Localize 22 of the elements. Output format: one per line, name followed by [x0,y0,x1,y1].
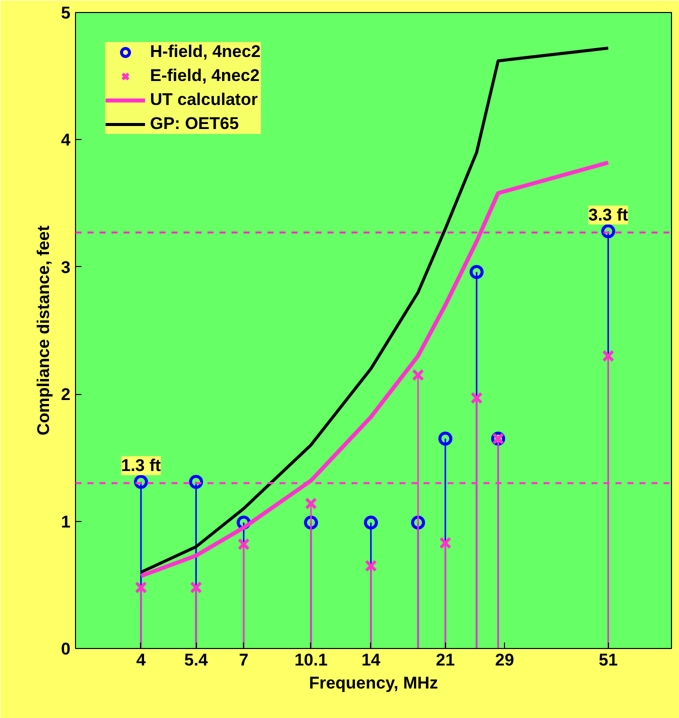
x-tick-label: 14 [361,650,381,670]
x-tick-label: 21 [436,650,455,670]
ref-line-label: 1.3 ft [121,456,162,476]
y-tick-label: 3 [61,258,71,277]
y-tick-label: 4 [61,130,72,150]
y-tick-label: 2 [61,385,71,404]
legend-label: UT calculator [150,90,258,110]
x-tick-label: 7 [238,650,248,670]
ref-line-label: 3.3 ft [588,206,628,225]
y-axis-title: Compliance distance, feet [34,225,54,436]
y-tick-label: 0 [61,640,71,658]
legend-label: GP: OET65 [150,114,239,134]
legend-label: E-field, 4nec2 [150,66,260,86]
legend-label: H-field, 4nec2 [150,42,261,62]
x-tick-label: 29 [495,650,514,670]
x-tick-label: 10.1 [294,650,328,670]
x-axis-title: Frequency, MHz [308,674,438,692]
y-tick-label: 1 [61,512,71,532]
x-tick-label: 51 [598,650,618,670]
y-tick-label: 5 [61,4,71,22]
x-tick-label: 5.4 [184,650,208,670]
x-tick-label: 4 [136,650,146,670]
